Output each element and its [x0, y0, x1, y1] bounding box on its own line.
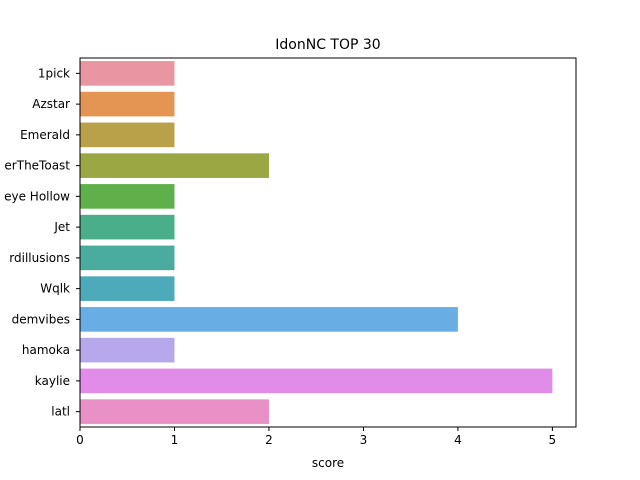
y-tick-label-4: eye Hollow [4, 189, 70, 203]
y-tick-label-0: 1pick [38, 66, 70, 80]
y-tick-label-8: demvibes [12, 312, 70, 326]
y-tick-label-9: hamoka [22, 343, 70, 357]
x-tick-label-2: 2 [265, 433, 273, 447]
bar-10 [80, 368, 553, 394]
bar-0 [80, 61, 175, 86]
bar-4 [80, 184, 175, 209]
plot-frame [79, 57, 577, 428]
bar-2 [80, 122, 175, 148]
y-tick-label-2: Emerald [20, 128, 70, 142]
x-tick-label-1: 1 [171, 433, 179, 447]
y-tick-label-10: kaylie [35, 374, 70, 388]
bars-group [80, 61, 553, 424]
y-tick-label-6: rdillusions [9, 251, 70, 265]
bar-8 [80, 307, 458, 332]
y-tick-label-3: erTheToast [4, 159, 70, 173]
bar-3 [80, 153, 269, 178]
y-tick-label-7: Wqlk [40, 282, 70, 296]
bar-1 [80, 91, 175, 117]
bar-5 [80, 214, 175, 240]
x-axis-label: score [312, 456, 344, 470]
x-tick-label-3: 3 [360, 433, 368, 447]
y-tick-labels: 1pick Azstar Emerald erTheToast eye Hollow Je… [4, 66, 80, 419]
x-tick-label-0: 0 [76, 433, 84, 447]
x-tick-label-4: 4 [454, 433, 462, 447]
x-ticks: 0 1 2 3 4 5 [76, 427, 556, 447]
y-tick-label-5: Jet [53, 220, 70, 234]
bar-11 [80, 399, 269, 424]
bar-6 [80, 245, 175, 271]
y-tick-label-1: Azstar [32, 97, 70, 111]
chart-title: IdonNC TOP 30 [275, 37, 380, 53]
x-tick-label-5: 5 [549, 433, 557, 447]
bar-7 [80, 276, 175, 301]
y-tick-label-11: latl [51, 405, 70, 419]
bar-9 [80, 337, 175, 363]
